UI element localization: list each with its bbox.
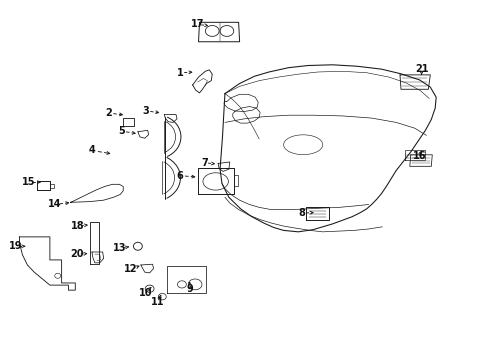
Text: 15: 15 [21, 177, 35, 187]
Text: 2: 2 [105, 108, 112, 118]
Text: 4: 4 [88, 145, 95, 156]
Text: 19: 19 [9, 241, 22, 251]
Text: 9: 9 [186, 284, 193, 294]
Text: 13: 13 [113, 243, 126, 253]
Text: 16: 16 [412, 150, 426, 161]
Text: 17: 17 [190, 19, 204, 30]
Text: 6: 6 [176, 171, 183, 181]
Text: 18: 18 [70, 221, 84, 231]
Text: 3: 3 [142, 106, 149, 116]
Text: 20: 20 [70, 249, 84, 259]
Text: 21: 21 [414, 64, 427, 74]
Text: 14: 14 [48, 199, 61, 210]
Text: 8: 8 [298, 208, 305, 218]
Text: 7: 7 [201, 158, 207, 168]
Text: 12: 12 [124, 264, 138, 274]
Text: 11: 11 [150, 297, 164, 307]
Text: 5: 5 [118, 126, 124, 136]
Text: 1: 1 [176, 68, 183, 78]
Text: 10: 10 [139, 288, 152, 298]
